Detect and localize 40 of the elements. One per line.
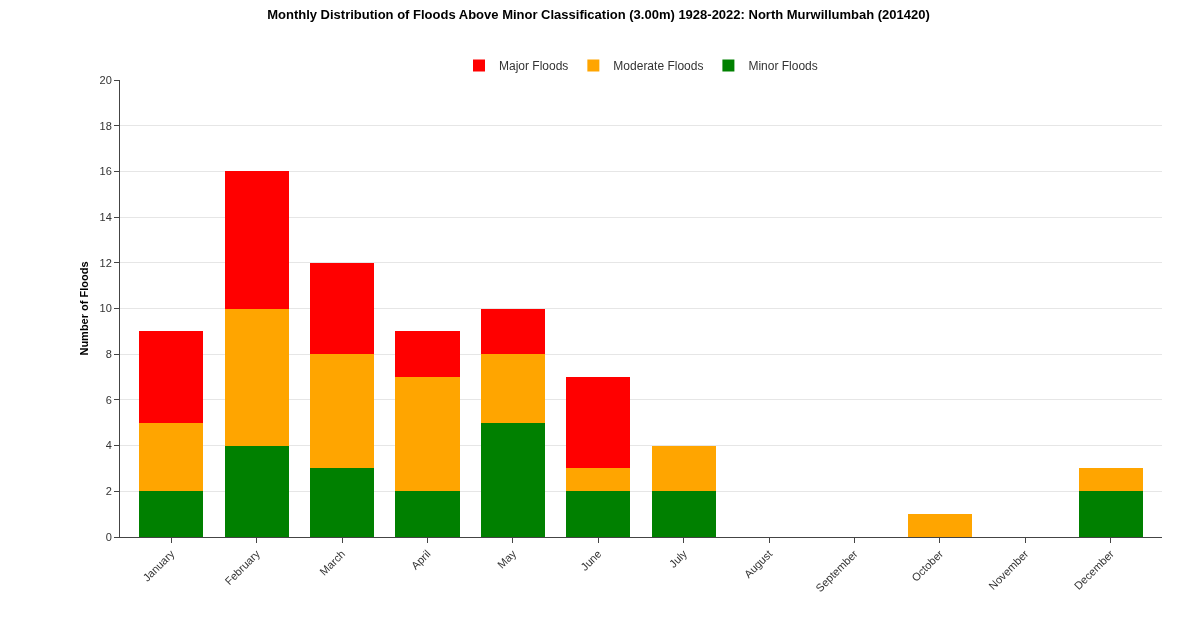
- bar: [480, 308, 545, 355]
- y-tick-label: 6: [105, 393, 112, 406]
- bar: [139, 331, 204, 423]
- bar: [310, 354, 375, 469]
- bar: [224, 308, 289, 446]
- y-tick-label: 8: [105, 348, 112, 361]
- bar: [310, 468, 375, 537]
- chart-title: Monthly Distribution of Floods Above Minor Classification (3.00m) 1928-2022: North Murwillumbah (201420): [267, 6, 930, 22]
- bar: [310, 262, 375, 355]
- y-tick-label: 10: [99, 302, 112, 315]
- y-tick-label: 16: [99, 165, 112, 178]
- bar: [1078, 491, 1143, 537]
- bar: [566, 491, 631, 537]
- bar: [139, 491, 204, 537]
- y-tick-label: 0: [105, 530, 112, 543]
- bar: [395, 491, 460, 537]
- y-tick-label: 20: [99, 73, 112, 86]
- y-tick-label: 4: [105, 439, 112, 452]
- bar: [566, 468, 631, 492]
- bar: [224, 445, 289, 537]
- x-tick-label: July: [666, 547, 690, 570]
- bar: [224, 171, 289, 309]
- bar: [651, 491, 716, 537]
- legend-label: Major Floods: [499, 59, 569, 74]
- bar: [139, 422, 204, 492]
- y-tick-label: 18: [99, 119, 112, 132]
- y-tick-label: 2: [105, 485, 112, 498]
- legend-label: Moderate Floods: [613, 59, 704, 74]
- bar: [395, 377, 460, 492]
- bar: [651, 445, 716, 492]
- y-axis-title: Number of Floods: [78, 261, 90, 356]
- bar: [907, 514, 972, 537]
- bar: [480, 422, 545, 537]
- bar: [1078, 468, 1143, 492]
- y-tick-label: 14: [99, 210, 112, 223]
- y-tick-label: 12: [99, 256, 112, 269]
- bar: [480, 354, 545, 423]
- legend-label: Minor Floods: [748, 59, 818, 74]
- bar: [395, 331, 460, 378]
- bar: [566, 377, 631, 469]
